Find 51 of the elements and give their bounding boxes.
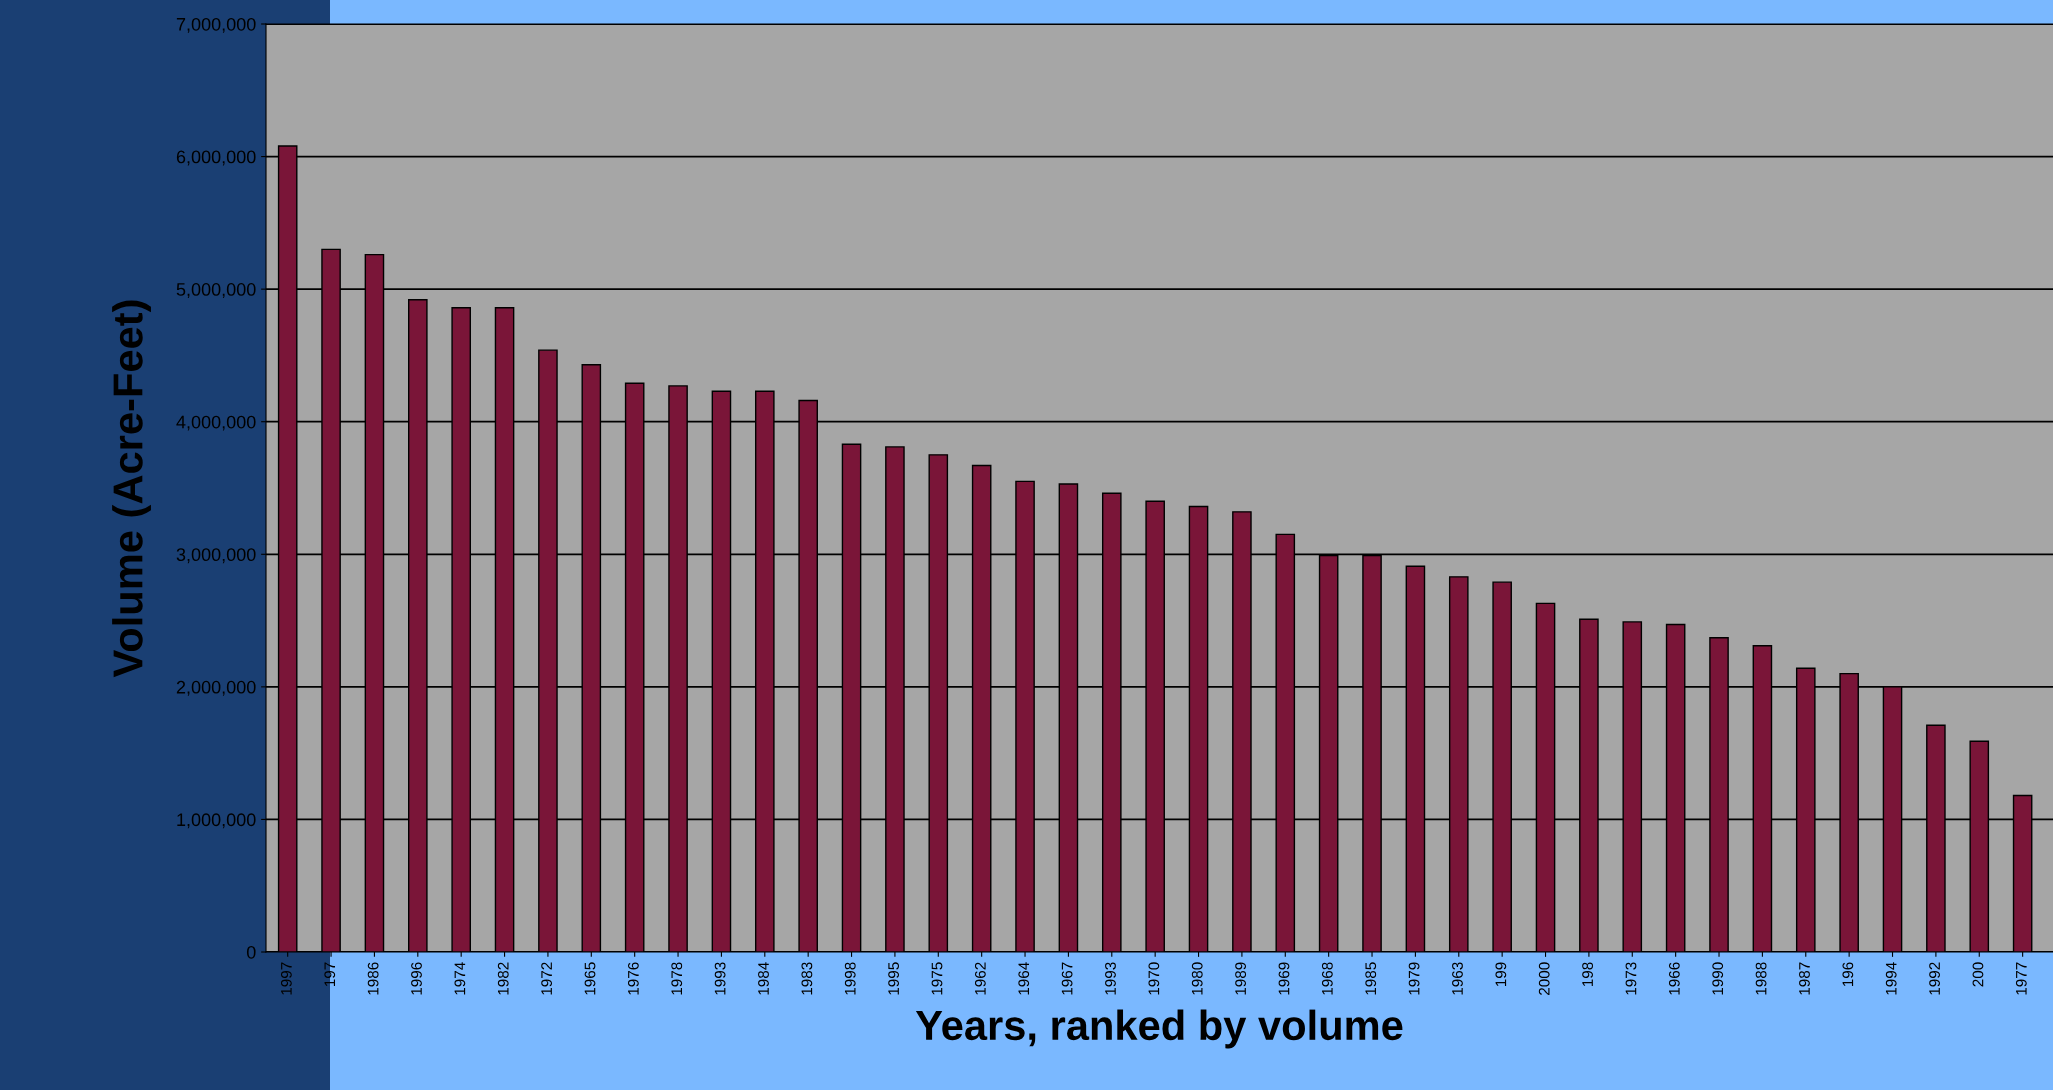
x-tick-label: 1986 (367, 962, 379, 995)
x-tick-label: 196 (1842, 962, 1854, 987)
y-tick-label: 7,000,000 (176, 17, 256, 33)
x-tick-label: 1982 (497, 962, 509, 995)
x-tick-label: 1967 (1061, 962, 1073, 995)
x-tick-label: 1976 (627, 962, 639, 995)
x-tick-label: 1998 (844, 962, 856, 995)
x-tick-label: 1964 (1018, 962, 1030, 995)
y-tick-label: 3,000,000 (176, 548, 256, 564)
y-tick-label: 6,000,000 (176, 150, 256, 166)
x-tick-label: 1997 (280, 962, 292, 995)
x-tick-label: 1983 (801, 962, 813, 995)
y-tick-label: 2,000,000 (176, 680, 256, 696)
x-tick-label: 1970 (1148, 962, 1160, 995)
x-tick-label: 1992 (1929, 962, 1940, 995)
x-tick-label: 1972 (541, 962, 553, 995)
y-axis-title: Volume (Acre-Feet) (112, 300, 151, 678)
x-tick-label: 1975 (931, 962, 943, 995)
x-tick-label: 1969 (1278, 962, 1290, 995)
x-tick-label: 1996 (411, 962, 422, 995)
x-tick-label: 1963 (1452, 962, 1463, 995)
y-tick-label: 1,000,000 (177, 813, 256, 829)
x-tick-label: 1962 (974, 962, 986, 995)
x-tick-label: 1968 (1321, 962, 1333, 995)
x-tick-label: 1993 (714, 962, 726, 995)
x-tick-label: 2000 (1538, 962, 1550, 995)
x-tick-label: 1977 (2015, 962, 2027, 995)
x-tick-label: 1989 (1235, 962, 1247, 995)
x-tick-label: 1988 (1755, 962, 1767, 995)
x-tick-label: 200 (1972, 962, 1984, 987)
y-tick-label: 5,000,000 (176, 283, 256, 298)
x-tick-label: 1978 (671, 962, 683, 995)
x-tick-label: 1980 (1191, 962, 1203, 995)
y-tick-label: 0 (246, 945, 256, 959)
x-tick-label: 1973 (1625, 962, 1637, 995)
x-tick-label: 199 (1495, 962, 1507, 987)
x-tick-label: 1965 (584, 962, 596, 995)
x-tick-label: 1966 (1668, 962, 1680, 995)
x-tick-label: 197 (324, 962, 336, 987)
x-tick-label: 1985 (1365, 962, 1377, 995)
x-tick-label: 198 (1582, 962, 1593, 987)
x-tick-label: 1994 (1885, 962, 1897, 995)
x-tick-label: 1995 (888, 962, 900, 995)
x-tick-label: 1987 (1799, 962, 1810, 995)
x-tick-label: 1984 (758, 962, 769, 995)
x-tick-label: 1993 (1105, 962, 1116, 995)
x-axis-title: Years, ranked by volume (915, 1009, 1403, 1049)
x-tick-label: 1979 (1408, 962, 1420, 995)
x-tick-label: 1974 (454, 962, 466, 995)
x-tick-label: 1990 (1712, 962, 1724, 995)
y-tick-label: 4,000,000 (176, 415, 256, 431)
